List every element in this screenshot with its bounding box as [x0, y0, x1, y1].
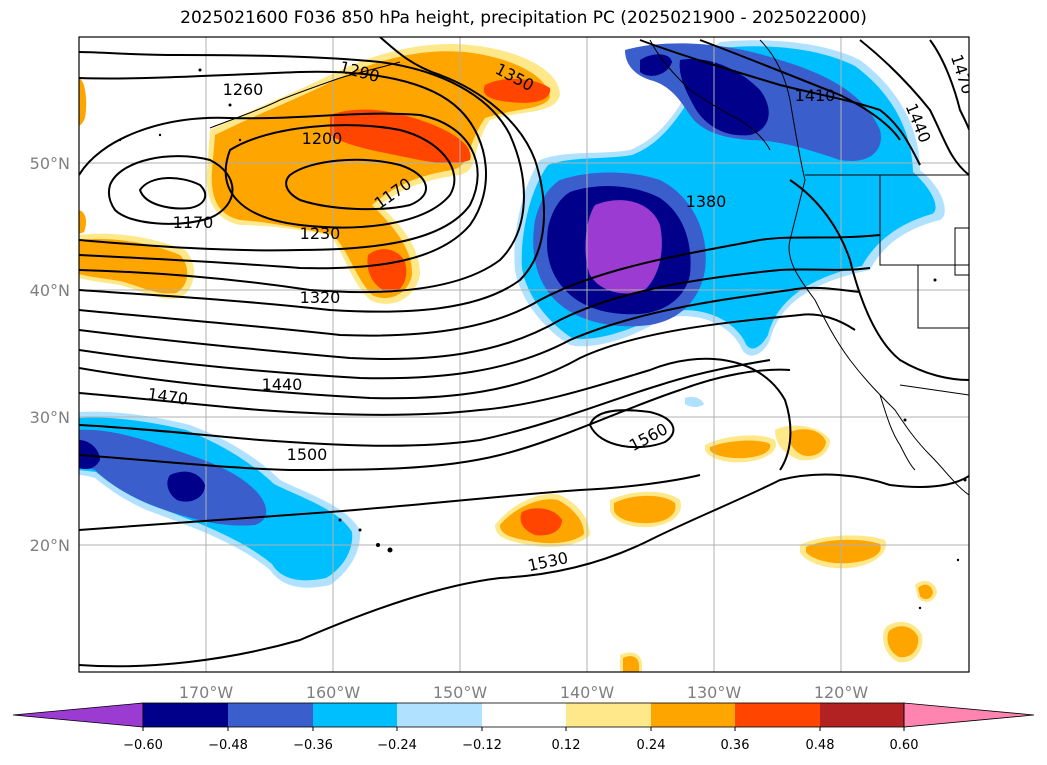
latitude-labels: 50°N 40°N 30°N 20°N	[30, 154, 70, 555]
contour-label: 1200	[302, 129, 343, 148]
lat-label: 20°N	[30, 536, 70, 555]
lon-label: 120°W	[814, 683, 869, 702]
contour-label: 1380	[686, 192, 727, 211]
coastlines	[209, 39, 969, 496]
colorbar-extend-left	[12, 702, 144, 728]
colorbar-tick-label: −0.12	[462, 738, 502, 753]
lon-label: 170°W	[179, 683, 234, 702]
lon-label: 160°W	[306, 683, 361, 702]
map-title: 2025021600 F036 850 hPa height, precipit…	[180, 8, 867, 28]
colorbar-segment	[313, 703, 397, 727]
contour-label: 1320	[300, 288, 341, 307]
height-contours	[79, 37, 969, 668]
positive-anomaly-north-pacific	[79, 44, 560, 304]
small-islands	[118, 68, 967, 610]
colorbar-segment	[566, 703, 651, 727]
colorbar-segment	[228, 703, 313, 727]
colorbar: −0.60 −0.48 −0.36 −0.24 −0.12 0.12 0.24 …	[12, 702, 1035, 753]
contour-label: 1410	[795, 86, 836, 105]
plot-frame	[78, 36, 970, 673]
colorbar-segment	[820, 703, 904, 727]
colorbar-tick-label: 0.36	[721, 738, 750, 753]
contour-label: 1440	[262, 375, 303, 394]
lon-label: 130°W	[687, 683, 742, 702]
colorbar-segment	[143, 703, 228, 727]
colorbar-segment	[735, 703, 820, 727]
colorbar-tick-label: 0.12	[552, 738, 581, 753]
longitude-labels: 170°W 160°W 150°W 140°W 130°W 120°W	[179, 683, 869, 702]
colorbar-segment	[397, 703, 482, 727]
contour-label: 1260	[223, 80, 264, 99]
contour-label: 1170	[173, 213, 214, 232]
colorbar-tick-label: −0.24	[377, 738, 417, 753]
contour-label: 1230	[300, 224, 341, 243]
lat-label: 40°N	[30, 281, 70, 300]
colorbar-tick-label: −0.48	[208, 738, 248, 753]
lon-label: 150°W	[433, 683, 488, 702]
colorbar-extend-right	[903, 702, 1035, 728]
lon-label: 140°W	[560, 683, 615, 702]
colorbar-tick-label: 0.24	[637, 738, 666, 753]
colorbar-frame	[142, 702, 905, 728]
colorbar-segment	[651, 703, 735, 727]
contour-label: 1500	[287, 445, 328, 464]
colorbar-tick-label: −0.60	[123, 738, 163, 753]
colorbar-ticks	[142, 727, 905, 731]
colorbar-tick-label: 0.60	[890, 738, 919, 753]
colorbar-tick-label: −0.36	[293, 738, 333, 753]
colorbar-segment	[482, 703, 566, 727]
lat-label: 30°N	[30, 408, 70, 427]
colorbar-tick-label: 0.48	[806, 738, 835, 753]
lat-label: 50°N	[30, 154, 70, 173]
